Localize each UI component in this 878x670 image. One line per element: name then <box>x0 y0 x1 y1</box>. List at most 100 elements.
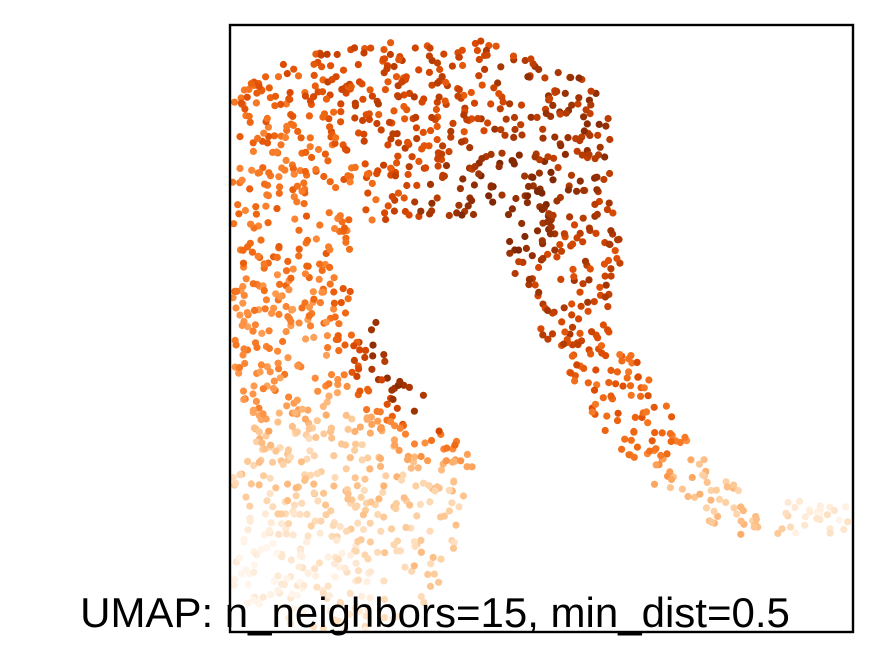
scatter-point <box>376 454 385 463</box>
scatter-point <box>544 335 552 343</box>
scatter-point <box>364 454 372 462</box>
scatter-point <box>801 513 810 521</box>
scatter-point <box>393 130 401 138</box>
scatter-point <box>295 319 303 327</box>
scatter-point <box>480 127 488 135</box>
scatter-point <box>628 359 636 367</box>
scatter-point <box>246 502 254 510</box>
scatter-point <box>613 417 622 425</box>
scatter-point <box>318 88 327 96</box>
scatter-point <box>265 527 273 535</box>
scatter-point <box>308 153 316 162</box>
scatter-point <box>305 112 313 120</box>
scatter-point <box>574 100 582 108</box>
scatter-point <box>336 598 344 607</box>
scatter-point <box>573 361 581 369</box>
scatter-point <box>361 353 369 362</box>
scatter-point <box>567 369 575 377</box>
scatter-point <box>512 194 520 203</box>
scatter-point <box>323 332 331 340</box>
scatter-point <box>252 551 261 559</box>
scatter-point <box>561 328 569 336</box>
scatter-point <box>637 392 645 400</box>
scatter-point <box>352 559 360 567</box>
scatter-point <box>707 486 715 495</box>
scatter-point <box>442 162 451 170</box>
scatter-point <box>289 121 298 129</box>
scatter-point <box>358 592 366 600</box>
scatter-point <box>504 211 513 219</box>
scatter-point <box>844 518 852 526</box>
scatter-point <box>391 441 399 449</box>
scatter-point <box>304 406 312 414</box>
scatter-point <box>394 152 402 160</box>
scatter-point <box>389 615 397 623</box>
scatter-point <box>259 472 268 480</box>
scatter-point <box>648 437 656 445</box>
scatter-point <box>232 304 240 312</box>
scatter-point <box>733 510 741 518</box>
scatter-point <box>618 445 626 453</box>
scatter-point <box>579 280 587 288</box>
scatter-point <box>524 73 532 81</box>
scatter-point <box>518 219 526 228</box>
scatter-point <box>645 376 653 384</box>
scatter-point <box>433 59 442 67</box>
scatter-point <box>288 590 296 598</box>
scatter-point <box>576 329 584 337</box>
scatter-point <box>464 202 472 210</box>
scatter-point <box>395 446 403 454</box>
scatter-point <box>533 227 542 235</box>
scatter-point <box>722 498 730 507</box>
scatter-point <box>601 272 609 280</box>
scatter-point <box>592 366 600 374</box>
scatter-point <box>605 379 613 387</box>
scatter-point <box>605 240 613 248</box>
scatter-point <box>316 299 324 307</box>
scatter-point <box>266 490 274 498</box>
scatter-point <box>477 37 485 45</box>
scatter-point <box>302 335 310 343</box>
scatter-point <box>478 155 486 163</box>
scatter-point <box>255 428 263 436</box>
scatter-point <box>342 238 350 246</box>
scatter-point <box>258 329 266 337</box>
scatter-point <box>285 393 293 401</box>
scatter-point <box>413 135 421 143</box>
scatter-point <box>404 138 412 146</box>
scatter-point <box>296 510 304 519</box>
scatter-point <box>282 328 290 336</box>
scatter-point <box>447 127 455 135</box>
scatter-point <box>584 307 592 315</box>
scatter-point <box>336 523 344 531</box>
scatter-point <box>250 306 259 314</box>
scatter-point <box>600 175 608 184</box>
scatter-point <box>276 280 284 288</box>
scatter-point <box>599 321 608 329</box>
scatter-point <box>269 384 278 393</box>
scatter-point <box>365 115 373 124</box>
scatter-point <box>585 276 593 284</box>
scatter-point <box>372 318 380 327</box>
scatter-point <box>341 309 350 317</box>
scatter-point <box>294 362 302 370</box>
scatter-point <box>417 452 425 461</box>
scatter-point <box>587 87 595 95</box>
scatter-point <box>375 111 383 119</box>
scatter-point <box>306 97 314 105</box>
scatter-point <box>544 250 552 258</box>
scatter-point <box>561 89 569 97</box>
scatter-point <box>278 580 286 588</box>
scatter-point <box>374 510 382 519</box>
scatter-point <box>515 151 523 159</box>
scatter-point <box>233 287 241 295</box>
scatter-point <box>301 167 309 176</box>
scatter-point <box>425 52 433 60</box>
scatter-point <box>269 148 277 156</box>
scatter-point <box>318 63 326 71</box>
scatter-point <box>611 247 619 255</box>
scatter-point <box>265 169 273 177</box>
scatter-point <box>676 438 684 447</box>
scatter-point <box>666 468 674 476</box>
scatter-point <box>358 80 366 88</box>
